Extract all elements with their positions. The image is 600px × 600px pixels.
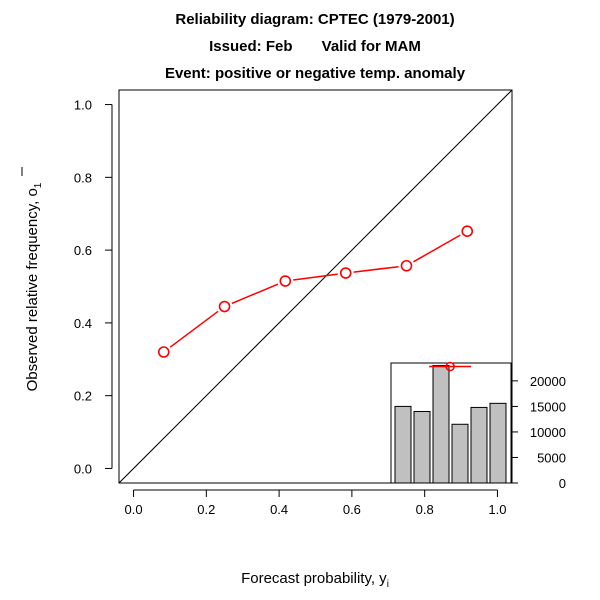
y-tick-label: 0.8 bbox=[74, 170, 92, 185]
series-segment bbox=[231, 283, 279, 305]
chart-title-line-2: Issued: Feb Valid for MAM bbox=[209, 38, 421, 55]
histogram-tick-label: 20000 bbox=[530, 374, 566, 389]
series-point bbox=[400, 259, 413, 272]
climatology-point bbox=[445, 361, 455, 372]
sharpness-histogram: 0 5000 10000 15000 20000 bbox=[390, 362, 566, 491]
histogram-bar-0.25 bbox=[413, 411, 431, 484]
series-segment bbox=[169, 310, 219, 348]
chart-title-line-3: Event: positive or negative temp. anomal… bbox=[165, 65, 466, 82]
series-point bbox=[218, 300, 231, 313]
x-tick-label: 0.6 bbox=[343, 502, 361, 517]
series-segment bbox=[293, 273, 338, 281]
histogram-bar-0.417 bbox=[432, 365, 450, 484]
histogram-tick-label: 0 bbox=[559, 476, 566, 491]
x-axis-label: Forecast probability, yi bbox=[241, 570, 389, 590]
x-axis-label-subscript: i bbox=[387, 579, 389, 590]
climatology-marker bbox=[429, 361, 472, 372]
y-tick-label: 0.4 bbox=[74, 316, 92, 331]
series-point bbox=[339, 267, 352, 279]
reliability-series bbox=[157, 225, 474, 358]
histogram-tick-label: 10000 bbox=[530, 425, 566, 440]
x-axis: 0.0 0.2 0.4 0.6 0.8 1.0 bbox=[125, 489, 506, 517]
y-tick-label: 0.6 bbox=[74, 243, 92, 258]
y-axis-label-subscript: 1 bbox=[33, 182, 44, 188]
histogram-y-axis: 0 5000 10000 15000 20000 bbox=[511, 374, 566, 491]
perfect-reliability-line bbox=[118, 89, 513, 484]
series-point bbox=[157, 346, 170, 358]
x-tick-label: 0.4 bbox=[270, 502, 288, 517]
y-tick-label: 1.0 bbox=[74, 98, 92, 113]
plot-frame bbox=[118, 89, 513, 484]
x-tick-label: 0.8 bbox=[416, 502, 434, 517]
series-point bbox=[279, 275, 292, 287]
histogram-bar-0.083 bbox=[394, 405, 412, 484]
histogram-bar-0.583 bbox=[451, 423, 469, 484]
x-tick-label: 1.0 bbox=[488, 502, 506, 517]
series-point bbox=[461, 225, 474, 237]
series-segment bbox=[413, 234, 461, 263]
x-tick-label: 0.2 bbox=[197, 502, 215, 517]
y-tick-label: 0.2 bbox=[74, 389, 92, 404]
x-tick-label: 0.0 bbox=[125, 502, 143, 517]
series-segment bbox=[353, 265, 399, 273]
y-tick-label: 0.0 bbox=[74, 461, 92, 476]
y-axis-label: Observed relative frequency, o1 bbox=[24, 182, 44, 391]
histogram-tick-label: 15000 bbox=[530, 399, 566, 414]
histogram-bar-0.75 bbox=[470, 406, 488, 484]
histogram-tick-label: 5000 bbox=[537, 450, 566, 465]
histogram-bar-0.917 bbox=[489, 402, 507, 484]
chart-title-line-1: Reliability diagram: CPTEC (1979-2001) bbox=[175, 11, 454, 28]
y-axis: 0.0 0.2 0.4 0.6 0.8 1.0 bbox=[74, 98, 113, 476]
